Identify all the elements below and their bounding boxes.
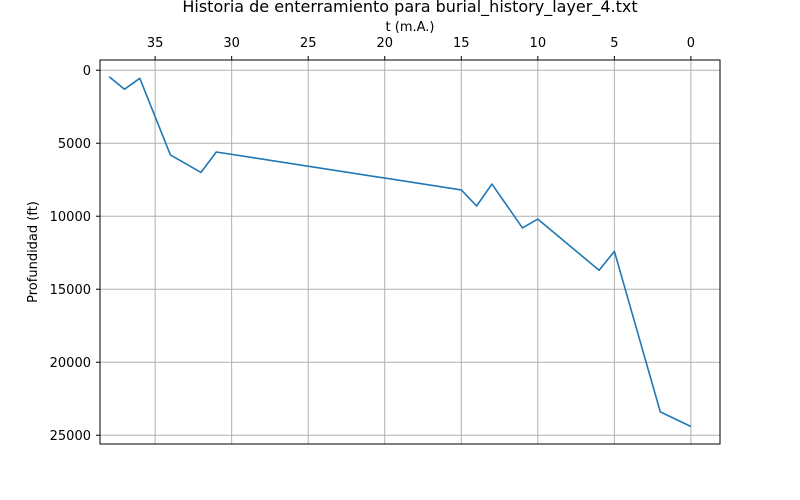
plot-frame (99, 59, 721, 445)
y-tick-label: 10000 (50, 210, 91, 225)
x-tick-label: 15 (453, 36, 470, 51)
y-axis-label: Profundidad (ft) (26, 201, 41, 303)
x-tick-label: 35 (147, 36, 164, 51)
grid (100, 60, 720, 444)
series-layer (108, 76, 692, 428)
y-tick-label: 20000 (50, 356, 91, 371)
x-tick-label: 25 (300, 36, 317, 51)
y-tick-label: 25000 (50, 429, 91, 444)
y-tick-label: 15000 (50, 283, 91, 298)
x-tick-label: 30 (223, 36, 240, 51)
y-ticks: 0 5000 10000 15000 20000 25000 (50, 64, 100, 444)
x-axis-label: t (m.A.) (386, 20, 435, 35)
x-tick-label: 0 (687, 36, 695, 51)
series-line (108, 76, 692, 428)
x-tick-label: 20 (376, 36, 393, 51)
x-tick-label: 10 (530, 36, 547, 51)
x-tick-label: 5 (610, 36, 618, 51)
y-tick-label: 5000 (58, 137, 91, 152)
y-tick-label: 0 (83, 64, 91, 79)
chart-title: Historia de enterramiento para burial_hi… (182, 0, 637, 17)
x-ticks: 35 30 25 20 15 10 5 0 (147, 36, 695, 60)
